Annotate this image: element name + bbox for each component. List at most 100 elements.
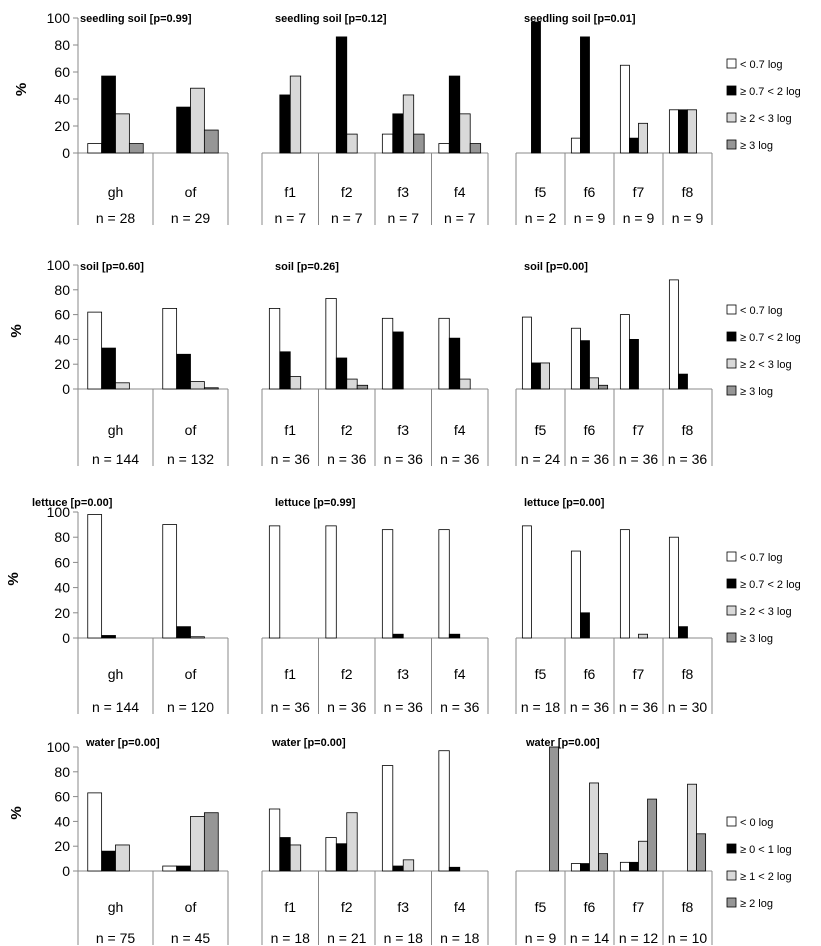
bar-f3-series-0 <box>381 133 394 154</box>
bar-f7-series-3 <box>647 798 658 872</box>
legend-label: ≥ 1 < 2 log <box>740 871 792 883</box>
bar-f3-series-0 <box>381 529 394 639</box>
count-label: n = 14 <box>570 930 610 946</box>
panel-title: lettuce [p=0.99] <box>275 497 356 509</box>
bar-f2-series-1 <box>335 357 348 390</box>
y-tick-label: 80 <box>54 529 70 545</box>
legend: < 0.7 log ≥ 0.7 < 2 log ≥ 2 < 3 log ≥ 3 log <box>726 304 801 398</box>
legend-label: ≥ 2 log <box>740 898 773 910</box>
legend-swatch <box>726 632 737 643</box>
bar-f4-series-0 <box>438 529 450 639</box>
bar-of-series-3 <box>203 812 219 872</box>
panel-title: seedling soil [p=0.99] <box>80 13 192 25</box>
panel-0-1: seedling soil [p=0.12] f1 n = 7 f2 n = 7 f3 n … <box>261 13 489 226</box>
bar-f3-series-1 <box>392 633 404 639</box>
legend-label: ≥ 0.7 < 2 log <box>740 332 801 344</box>
panel-title: seedling soil [p=0.12] <box>275 13 387 25</box>
bar-f8-series-0 <box>668 109 679 154</box>
category-label: f2 <box>341 899 353 915</box>
panel-2-2: lettuce [p=0.00] f5 n = 18 f6 n = 36 f7 n = 36… <box>515 497 713 715</box>
y-tick-label: 60 <box>54 307 70 323</box>
category-label: f5 <box>535 184 547 200</box>
bar-f7-series-1 <box>629 861 639 872</box>
bar-f3-series-0 <box>381 317 394 390</box>
bar-f6-series-1 <box>580 612 590 639</box>
bar-f4-series-2 <box>459 113 471 154</box>
bar-f2-series-2 <box>346 378 358 390</box>
bar-of-series-2 <box>190 816 205 872</box>
bar-f8-series-1 <box>678 373 688 390</box>
legend-swatch <box>726 897 737 908</box>
legend-swatch <box>726 58 737 69</box>
count-label: n = 18 <box>440 930 480 946</box>
category-label: f2 <box>341 422 353 438</box>
panel-0-0: seedling soil [p=0.99] 0 20 40 60 80 100% gh n =… <box>13 10 229 226</box>
y-tick-label: 40 <box>54 813 70 829</box>
legend-swatch <box>726 139 737 150</box>
bar-f7-series-0 <box>619 64 630 154</box>
bar-f7-series-2 <box>638 122 648 154</box>
bar-f6-series-1 <box>580 36 590 154</box>
legend-label: ≥ 3 log <box>740 386 773 398</box>
bar-f1-series-1 <box>279 351 291 390</box>
legend-label: < 0 log <box>740 817 773 829</box>
category-label: of <box>185 184 197 200</box>
bar-f8-series-1 <box>678 109 688 154</box>
legend-swatch <box>726 816 737 827</box>
category-label: f8 <box>682 666 694 682</box>
count-label: n = 2 <box>525 210 557 226</box>
bar-f2-series-0 <box>325 837 337 872</box>
bar-f7-series-1 <box>629 137 639 154</box>
y-tick-label: 100 <box>47 504 71 520</box>
category-label: gh <box>108 422 124 438</box>
bar-f6-series-2 <box>589 377 599 390</box>
panel-title: lettuce [p=0.00] <box>32 497 113 509</box>
bar-f8-series-3 <box>696 833 707 872</box>
bar-f5-series-1 <box>531 21 541 154</box>
category-label: f2 <box>341 184 353 200</box>
panel-2-1: lettuce [p=0.99] f1 n = 36 f2 n = 36 f3 n = 36… <box>261 497 489 715</box>
panel-0-2: seedling soil [p=0.01] f5 n = 2 f6 n = 9 f7 n … <box>515 13 713 226</box>
bar-gh-series-1 <box>101 850 116 872</box>
count-label: n = 12 <box>619 930 659 946</box>
category-label: f7 <box>633 422 645 438</box>
y-tick-label: 100 <box>47 739 71 755</box>
count-label: n = 36 <box>619 451 659 467</box>
category-label: f5 <box>535 666 547 682</box>
bar-f3-series-2 <box>402 859 415 872</box>
panel-title: soil [p=0.60] <box>80 261 144 273</box>
count-label: n = 21 <box>327 930 367 946</box>
panel-1-2: soil [p=0.00] f5 n = 24 f6 n = 36 f7 n = 36 f8 n… <box>515 261 713 467</box>
category-label: f3 <box>397 899 409 915</box>
count-label: n = 36 <box>619 699 659 715</box>
bar-f2-series-0 <box>325 298 337 390</box>
bar-f4-series-0 <box>438 750 450 872</box>
bar-f5-series-1 <box>531 362 541 390</box>
panel-1-1: soil [p=0.26] f1 n = 36 f2 n = 36 f3 n = 36 f4 n… <box>261 261 489 467</box>
bar-f6-series-0 <box>570 327 581 390</box>
count-label: n = 9 <box>525 930 557 946</box>
bar-f6-series-2 <box>589 782 599 872</box>
y-tick-label: 20 <box>54 605 70 621</box>
count-label: n = 36 <box>271 451 311 467</box>
bar-f5-series-0 <box>521 316 532 390</box>
bar-f4-series-2 <box>459 378 471 390</box>
panel-3-0: water [p=0.00] 0 20 40 60 80 100% gh n = 75 of n =… <box>8 737 229 946</box>
bar-f4-series-1 <box>448 866 461 872</box>
bar-of-series-1 <box>176 106 191 154</box>
y-tick-label: 60 <box>54 64 70 80</box>
bar-gh-series-0 <box>87 514 103 639</box>
y-tick-label: 40 <box>54 331 70 347</box>
count-label: n = 36 <box>668 451 708 467</box>
panel-title: water [p=0.00] <box>85 737 160 749</box>
count-label: n = 36 <box>384 699 424 715</box>
legend-swatch <box>726 85 737 96</box>
legend-swatch <box>726 304 737 315</box>
legend-label: ≥ 3 log <box>740 633 773 645</box>
count-label: n = 9 <box>672 210 704 226</box>
bar-gh-series-1 <box>101 635 116 639</box>
bar-f6-series-1 <box>580 340 590 390</box>
count-label: n = 9 <box>574 210 606 226</box>
legend-label: < 0.7 log <box>740 305 783 317</box>
bar-gh-series-2 <box>115 113 130 154</box>
